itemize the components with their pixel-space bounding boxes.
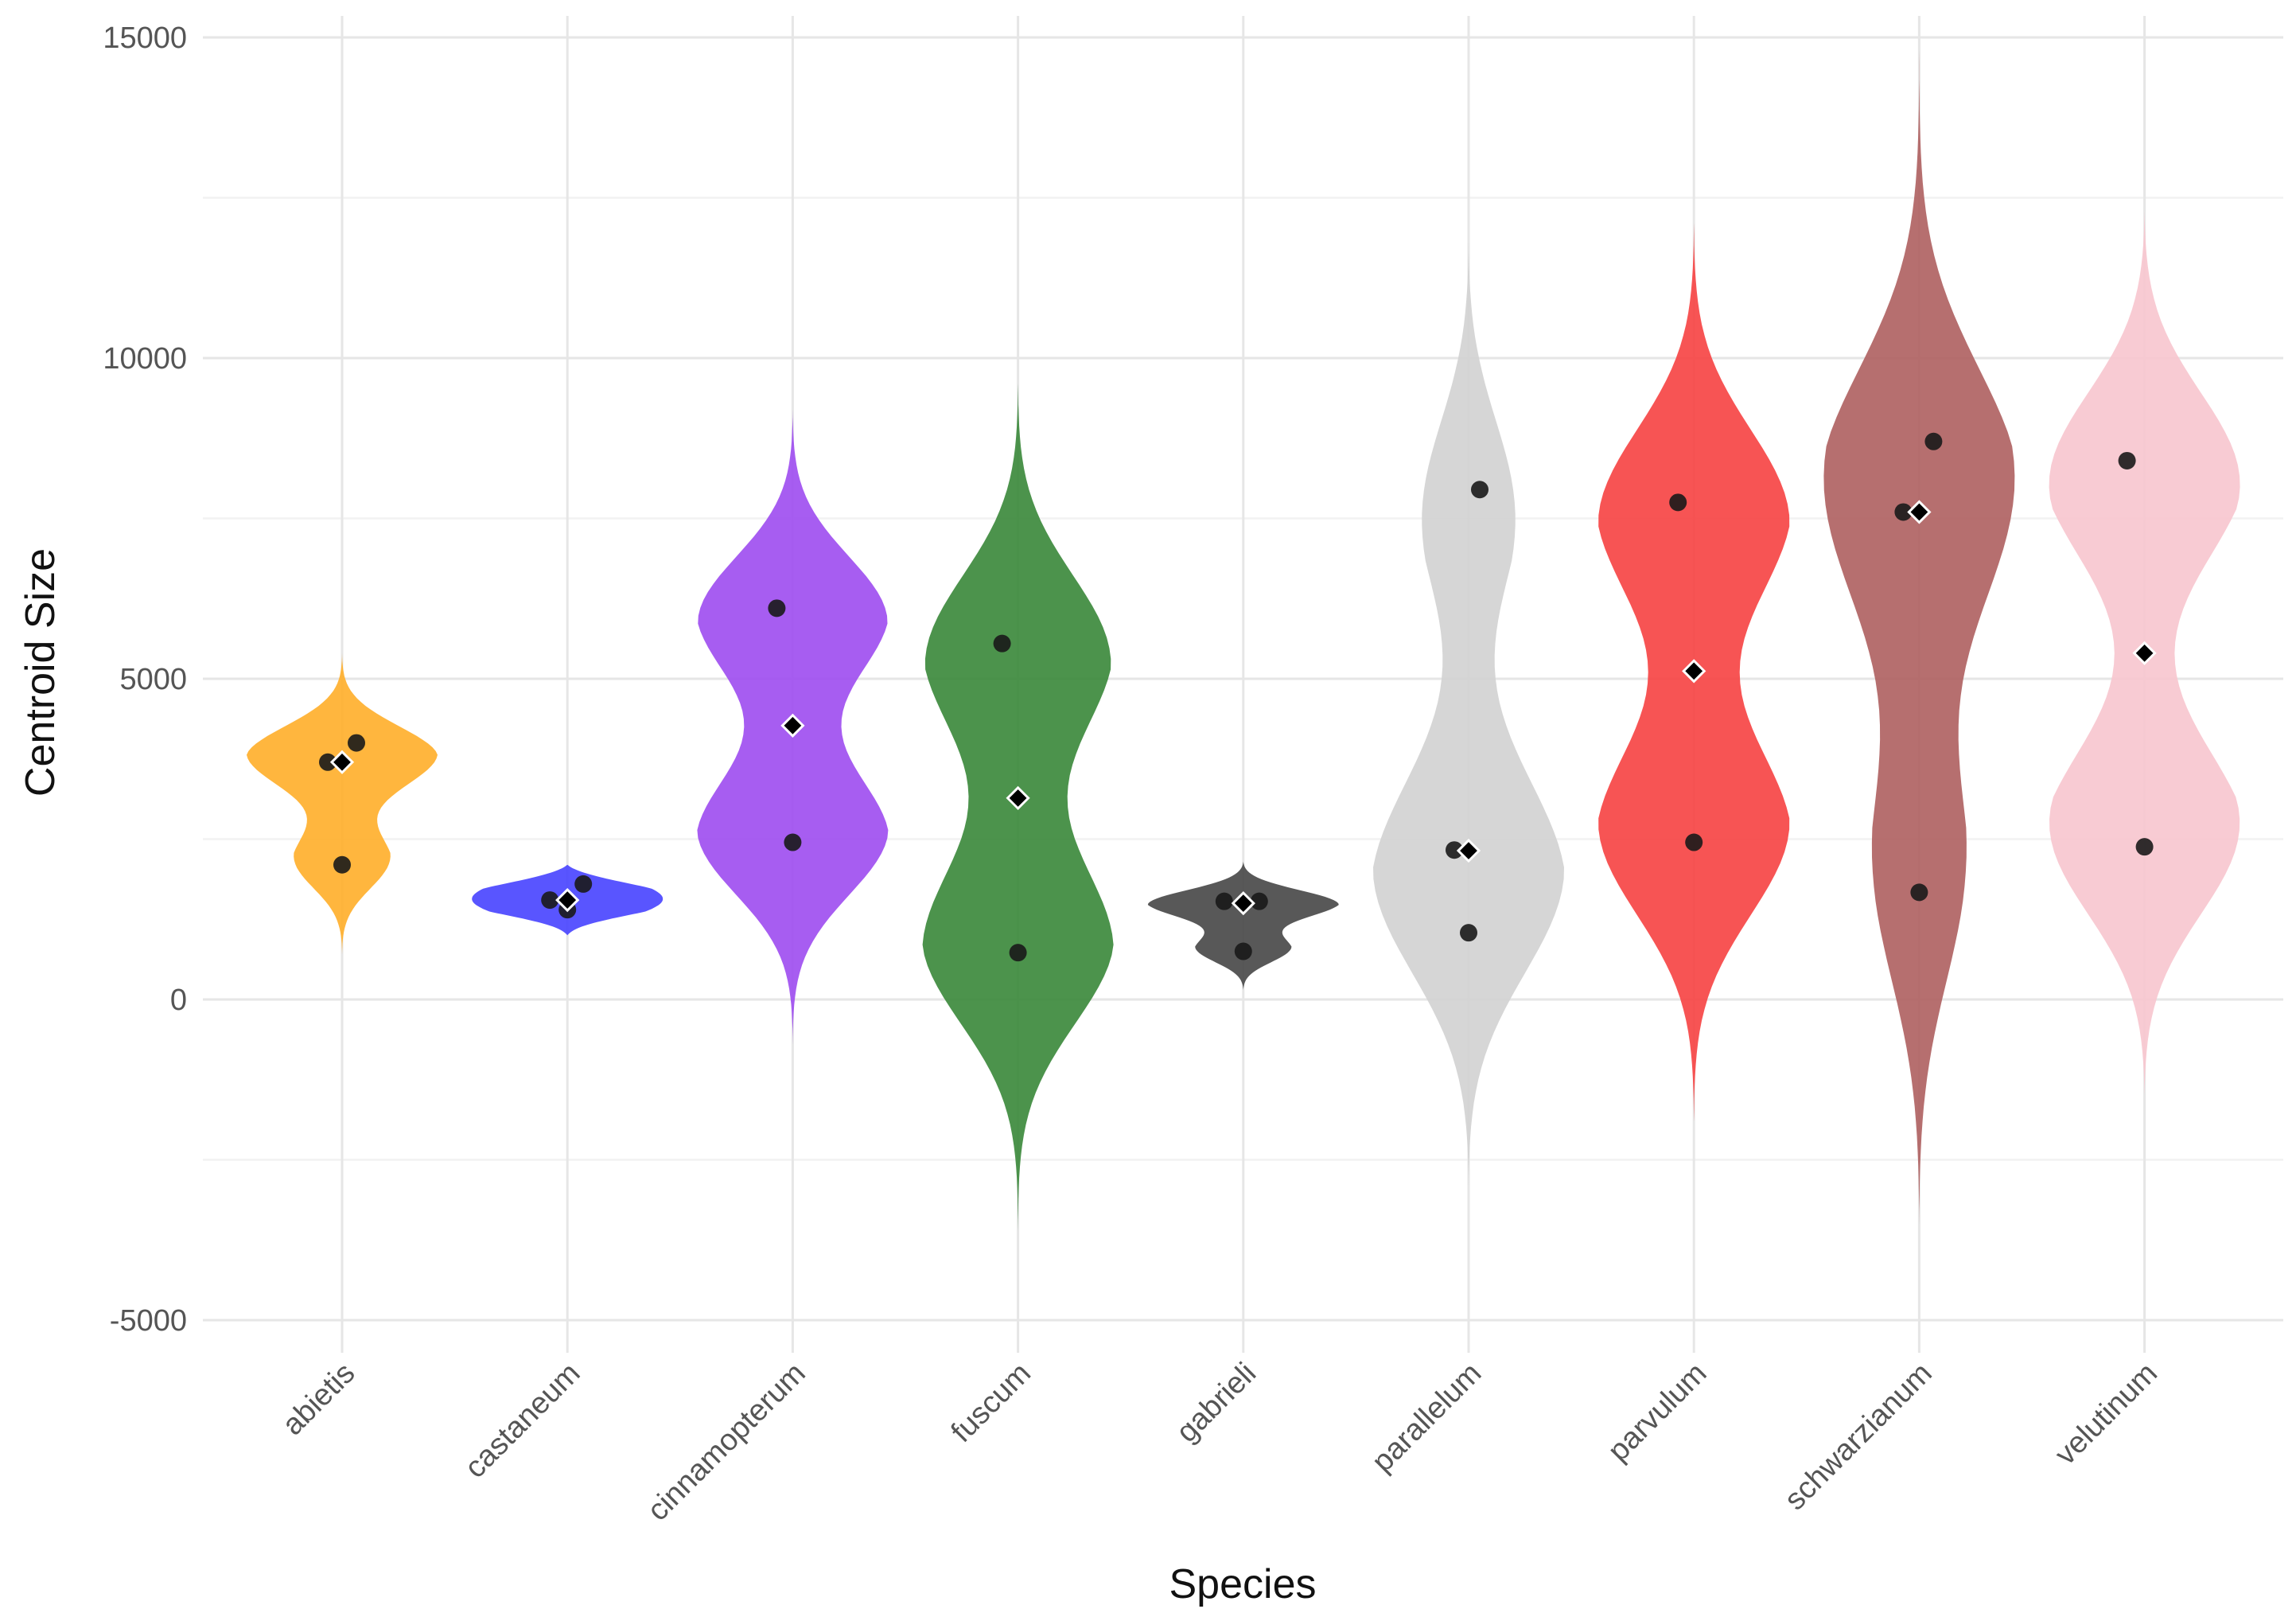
grid	[203, 16, 2283, 1353]
mean-marker-velutinum	[2132, 641, 2157, 665]
mean-marker-parallelum	[1456, 838, 1481, 863]
data-point-parallelum	[1446, 841, 1463, 859]
y-tick-label: 15000	[103, 21, 187, 55]
mean-marker-castaneum	[555, 887, 580, 913]
mean-marker-schwarzianum	[1907, 500, 1932, 524]
x-axis-title: Species	[1169, 1561, 1317, 1607]
y-tick-label: 0	[170, 984, 187, 1017]
data-point-castaneum	[574, 875, 593, 893]
data-point-parallelum	[1471, 481, 1489, 499]
data-point-schwarzianum	[1924, 432, 1943, 450]
data-point-velutinum	[2135, 838, 2154, 856]
data-point-abietis	[319, 753, 337, 771]
x-tick-label: parallelum	[1366, 1357, 1489, 1479]
x-tick-label: gabrieli	[1170, 1357, 1263, 1449]
violin-gabrieli	[1147, 861, 1339, 990]
data-point-cinnamopterum	[768, 599, 786, 617]
x-tick-label: schwarzianum	[1778, 1357, 1938, 1517]
violin-schwarzianum	[1823, 50, 2015, 1225]
data-point-schwarzianum	[1894, 503, 1913, 521]
mean-marker-cinnamopterum	[780, 713, 805, 738]
x-tick-label: abietis	[276, 1357, 361, 1442]
x-tick-label: velutinum	[2049, 1357, 2164, 1472]
mean-markers	[329, 500, 2157, 916]
y-tick-label: 10000	[103, 342, 187, 376]
y-axis-ticks: -5000 0 5000 10000 15000	[103, 21, 187, 1338]
data-point-parvulum	[1685, 833, 1703, 851]
data-point-gabrieli	[1234, 942, 1252, 960]
x-tick-label: parvulum	[1601, 1357, 1713, 1468]
violin-parallelum	[1373, 242, 1564, 1186]
data-point-abietis	[348, 734, 365, 752]
data-point-gabrieli	[1215, 892, 1233, 910]
data-point-gabrieli	[1250, 892, 1268, 910]
mean-marker-parvulum	[1682, 659, 1706, 684]
data-point-velutinum	[2118, 451, 2136, 469]
x-tick-label: castaneum	[458, 1357, 586, 1485]
data-point-fuscum	[1009, 944, 1027, 962]
x-tick-label: fuscum	[945, 1357, 1037, 1449]
data-point-schwarzianum	[1910, 883, 1928, 902]
y-tick-label: 5000	[119, 663, 187, 696]
data-point-parallelum	[1460, 924, 1477, 942]
x-tick-label: cinnamopterum	[641, 1357, 812, 1528]
mean-marker-abietis	[329, 750, 355, 774]
x-axis-ticks: abietis castaneum cinnamopterum fuscum gabri…	[276, 1357, 2164, 1528]
y-tick-label: -5000	[110, 1304, 187, 1338]
violin-abietis	[247, 653, 438, 955]
y-axis-title: Centroid Size	[18, 548, 64, 797]
data-point-castaneum	[541, 891, 559, 910]
data-point-parvulum	[1669, 493, 1687, 512]
data-point-cinnamopterum	[784, 833, 802, 851]
mean-marker-gabrieli	[1231, 890, 1255, 916]
mean-marker-fuscum	[1006, 785, 1030, 811]
data-point-abietis	[333, 855, 351, 874]
data-point-fuscum	[993, 634, 1011, 653]
